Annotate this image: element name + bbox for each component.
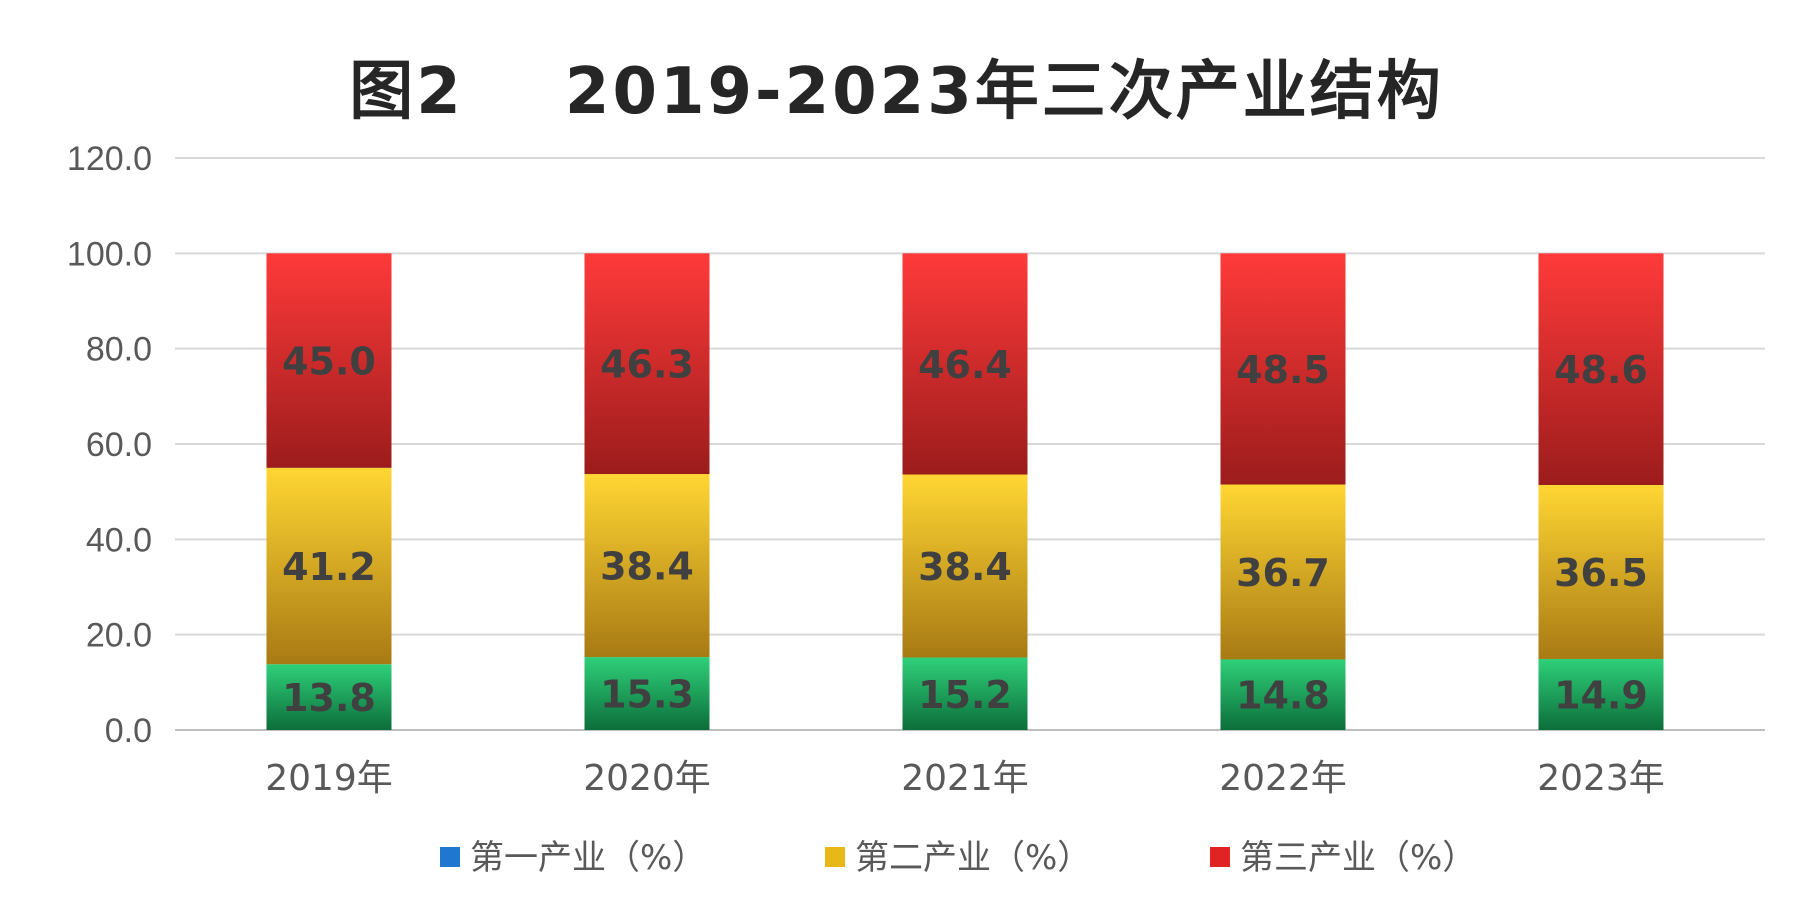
data-label: 46.4 xyxy=(918,343,1012,387)
x-tick-label: 2023年 xyxy=(1537,758,1665,799)
bar-segment-primary xyxy=(902,657,1028,730)
data-label: 15.3 xyxy=(600,673,694,717)
y-tick-label: 120.0 xyxy=(67,140,152,178)
legend-entry: 第二产业（%） xyxy=(855,838,1091,878)
x-axis: 2019年 2020年 2021年 2022年 2023年 xyxy=(265,758,1665,799)
bar-segment-primary xyxy=(1538,658,1664,730)
bars xyxy=(266,253,1664,730)
bar-segment-tertiary xyxy=(1538,253,1664,485)
y-tick-label: 40.0 xyxy=(86,521,152,559)
y-tick-label: 100.0 xyxy=(67,235,152,273)
chart-title: 图2 2019-2023年三次产业结构 xyxy=(349,55,1444,129)
bar-segment-tertiary xyxy=(1220,253,1346,485)
bar-segment-tertiary xyxy=(584,253,710,475)
bar-segment-secondary xyxy=(902,474,1028,658)
bar-segment-secondary xyxy=(1220,484,1346,660)
x-tick-label: 2021年 xyxy=(901,758,1029,799)
data-label: 36.5 xyxy=(1554,551,1648,595)
bar-segment-primary xyxy=(266,664,392,730)
x-tick-label: 2020年 xyxy=(583,758,711,799)
data-label: 14.9 xyxy=(1554,673,1648,717)
data-labels: 13.8 41.2 45.0 15.3 38.4 46.3 15.2 38.4 46.4 14.8… xyxy=(282,340,1648,721)
legend-entry: 第一产业（%） xyxy=(470,838,706,878)
bar-segment-secondary xyxy=(1538,484,1664,659)
data-label: 14.8 xyxy=(1236,674,1330,718)
legend-swatch xyxy=(825,847,845,867)
data-label: 48.6 xyxy=(1554,348,1648,392)
y-tick-label: 20.0 xyxy=(86,617,152,655)
data-label: 13.8 xyxy=(282,676,376,720)
bar-segment-secondary xyxy=(584,474,710,658)
data-label: 45.0 xyxy=(282,340,376,384)
bar-segment-tertiary xyxy=(902,253,1028,475)
data-label: 48.5 xyxy=(1236,348,1330,392)
data-label: 38.4 xyxy=(600,545,694,589)
x-tick-label: 2019年 xyxy=(265,758,393,799)
data-label: 41.2 xyxy=(282,545,376,589)
y-axis: 0.0 20.0 40.0 60.0 80.0 100.0 120.0 xyxy=(67,140,152,750)
y-tick-label: 60.0 xyxy=(86,426,152,464)
bar-segment-tertiary xyxy=(266,253,392,468)
legend-swatch xyxy=(1210,847,1230,867)
data-label: 36.7 xyxy=(1236,551,1330,595)
y-tick-label: 80.0 xyxy=(86,331,152,369)
bar-segment-primary xyxy=(1220,659,1346,730)
legend: 第一产业（%） 第二产业（%） 第三产业（%） xyxy=(440,838,1476,878)
bar-segment-primary xyxy=(584,657,710,730)
data-label: 15.2 xyxy=(918,673,1012,717)
legend-swatch xyxy=(440,847,460,867)
y-tick-label: 0.0 xyxy=(105,712,152,750)
x-tick-label: 2022年 xyxy=(1219,758,1347,799)
bar-segment-secondary xyxy=(266,467,392,665)
data-label: 38.4 xyxy=(918,545,1012,589)
legend-entry: 第三产业（%） xyxy=(1240,838,1476,878)
data-label: 46.3 xyxy=(600,343,694,387)
